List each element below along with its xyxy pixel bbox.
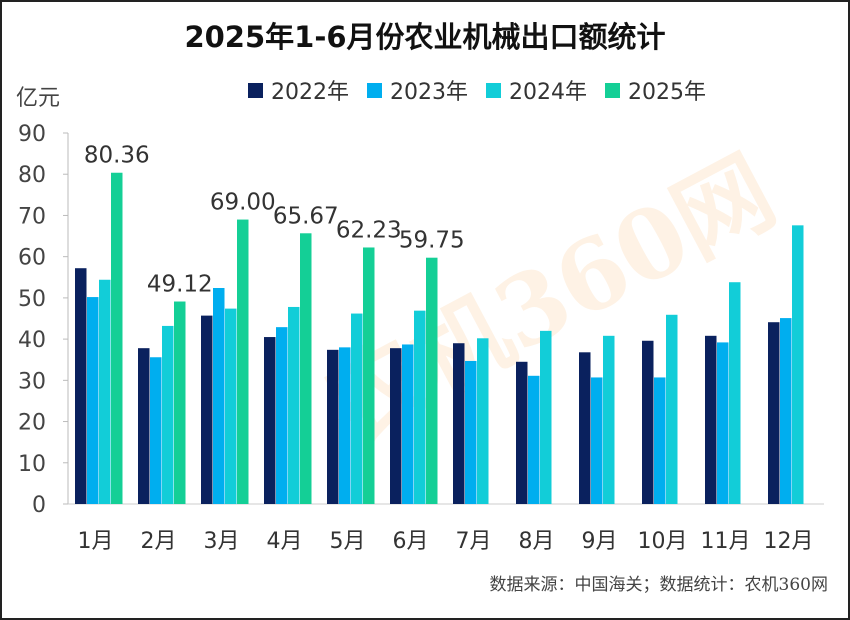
data-label: 69.00 [210,190,276,216]
x-tick-label: 9月 [582,529,618,554]
y-tick-label: 70 [18,204,46,229]
bar-2025年-5月 [363,247,375,504]
bar-2022年-7月 [453,343,465,504]
bar-2023年-12月 [780,318,792,504]
legend-item: 2024年 [486,74,587,106]
bar-2022年-3月 [201,315,213,504]
bar-2024年-4月 [288,306,300,504]
x-tick-label: 1月 [78,529,114,554]
bar-2022年-12月 [768,322,780,504]
bar-2024年-12月 [792,225,804,505]
legend-label: 2024年 [509,80,587,105]
x-tick-label: 10月 [638,529,688,554]
bar-2023年-7月 [465,360,477,504]
y-tick-label: 40 [18,328,46,353]
data-label: 59.75 [399,228,465,254]
bar-2024年-8月 [540,330,552,504]
legend-swatch [605,82,620,98]
y-axis-unit: 亿元 [16,86,61,111]
source-note: 数据来源：中国海关；数据统计：农机360网 [489,575,828,595]
bar-2023年-2月 [150,357,162,504]
bar-2024年-9月 [603,335,615,504]
legend-item: 2023年 [367,74,468,106]
legend-swatch [486,82,501,98]
x-tick-label: 3月 [204,529,240,554]
legend-label: 2022年 [271,80,349,105]
bar-2023年-6月 [402,344,414,504]
bar-2024年-11月 [729,282,741,504]
x-tick-label: 7月 [456,529,492,554]
y-tick-label: 60 [18,246,46,271]
bar-2022年-8月 [516,361,528,504]
bar-2023年-3月 [213,287,225,504]
y-tick-label: 0 [32,493,46,518]
bar-2022年-4月 [264,337,276,504]
y-tick-label: 80 [18,163,46,188]
y-tick-label: 20 [18,411,46,436]
bar-2024年-10月 [666,314,678,504]
bar-2023年-1月 [87,297,99,504]
legend: 2022年 2023年 2024年 2025年 [248,74,706,106]
legend-item: 2025年 [605,74,706,106]
data-label: 49.12 [147,272,213,298]
bar-2025年-1月 [111,172,123,504]
bar-2024年-5月 [351,313,363,504]
x-tick-label: 8月 [519,529,555,554]
bar-2023年-5月 [339,347,351,504]
y-tick-label: 50 [18,287,46,312]
legend-label: 2023年 [390,80,468,105]
y-tick-label: 90 [18,122,46,147]
x-tick-label: 5月 [330,529,366,554]
bar-2025年-6月 [426,257,438,504]
x-tick-label: 11月 [701,529,751,554]
bar-2024年-7月 [477,338,489,504]
bar-2024年-3月 [225,308,237,504]
bar-2025年-2月 [174,301,186,504]
bar-2022年-10月 [642,340,654,504]
y-tick-label: 10 [18,452,46,477]
data-label: 62.23 [336,217,402,243]
legend-swatch [367,82,382,98]
x-tick-label: 4月 [267,529,303,554]
bar-2025年-4月 [300,233,312,504]
bar-2025年-3月 [237,219,249,505]
legend-swatch [248,82,263,98]
x-tick-label: 6月 [393,529,429,554]
bar-2023年-9月 [591,377,603,504]
bar-2022年-11月 [705,335,717,504]
bar-2022年-9月 [579,352,591,504]
legend-item: 2022年 [248,74,349,106]
chart-title: 2025年1-6月份农业机械出口额统计 [184,20,666,54]
data-label: 65.67 [273,203,339,229]
bar-2024年-2月 [162,325,174,504]
bar-2022年-1月 [75,268,87,504]
bar-2023年-8月 [528,375,540,504]
data-label: 80.36 [84,143,150,169]
bar-2023年-11月 [717,342,729,504]
bar-2024年-1月 [99,279,111,504]
bar-2022年-5月 [327,349,339,504]
bar-2024年-6月 [414,310,426,504]
bar-2023年-10月 [654,377,666,504]
bar-2023年-4月 [276,327,288,504]
x-tick-label: 12月 [764,529,814,554]
y-tick-label: 30 [18,369,46,394]
bar-2022年-6月 [390,348,402,504]
legend-label: 2025年 [628,80,706,105]
x-tick-label: 2月 [141,529,177,554]
bar-2022年-2月 [138,348,150,504]
